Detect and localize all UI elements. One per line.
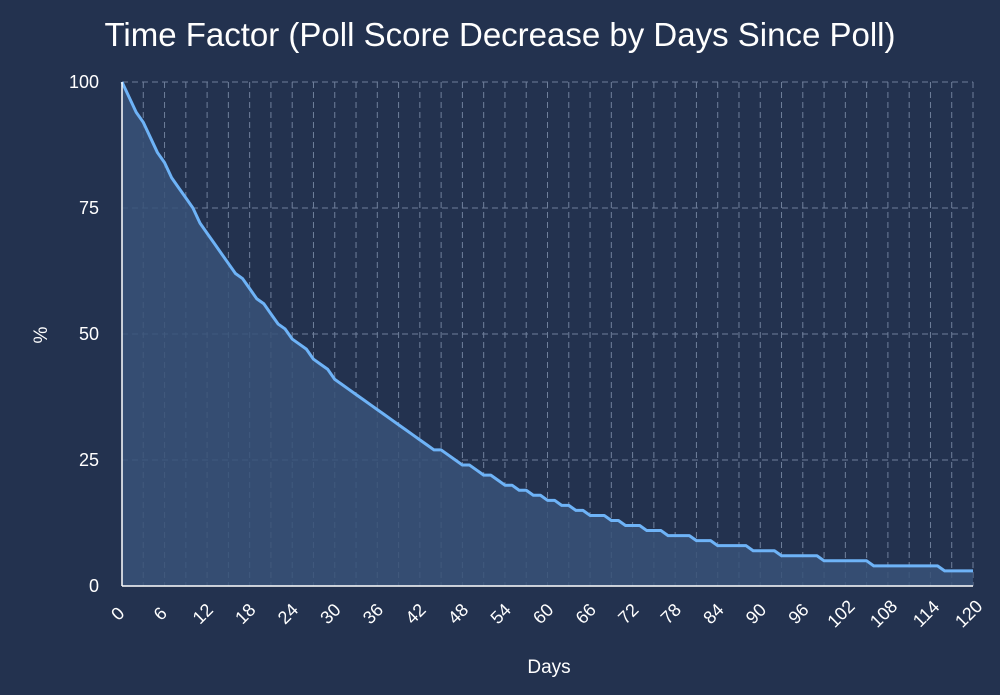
axes	[121, 82, 973, 587]
y-tick-label: 75	[79, 198, 99, 218]
chart-title: Time Factor (Poll Score Decrease by Days…	[104, 16, 895, 53]
area-fill	[122, 82, 973, 586]
y-tick-label: 25	[79, 450, 99, 470]
x-tick-label: 66	[572, 600, 600, 628]
x-tick-label: 12	[189, 600, 217, 628]
x-tick-label: 24	[274, 600, 302, 628]
x-tick-label: 42	[401, 600, 429, 628]
x-tick-label: 48	[444, 600, 472, 628]
x-tick-label: 108	[866, 596, 901, 631]
y-tick-label: 100	[69, 72, 99, 92]
y-axis-label: %	[31, 326, 52, 343]
y-tick-label: 50	[79, 324, 99, 344]
area-layer	[120, 81, 973, 586]
x-axis-label: Days	[527, 657, 570, 678]
x-tick-label: 120	[951, 596, 986, 631]
x-tick-label: 6	[150, 603, 171, 624]
x-tick-label: 60	[529, 600, 557, 628]
x-tick-label: 84	[699, 600, 727, 628]
x-tick-label: 72	[614, 600, 642, 628]
y-tick-label: 0	[89, 576, 99, 596]
x-tick-label: 0	[107, 603, 128, 624]
x-tick-label: 36	[359, 600, 387, 628]
series-line	[120, 81, 973, 573]
x-tick-label: 90	[742, 600, 770, 628]
x-tick-label: 30	[316, 600, 344, 628]
x-tick-label: 54	[487, 600, 515, 628]
x-tick-label: 18	[231, 600, 259, 628]
x-tick-label: 96	[784, 600, 812, 628]
x-tick-label: 102	[823, 596, 858, 631]
x-tick-label: 78	[657, 600, 685, 628]
x-tick-label: 114	[909, 597, 943, 631]
